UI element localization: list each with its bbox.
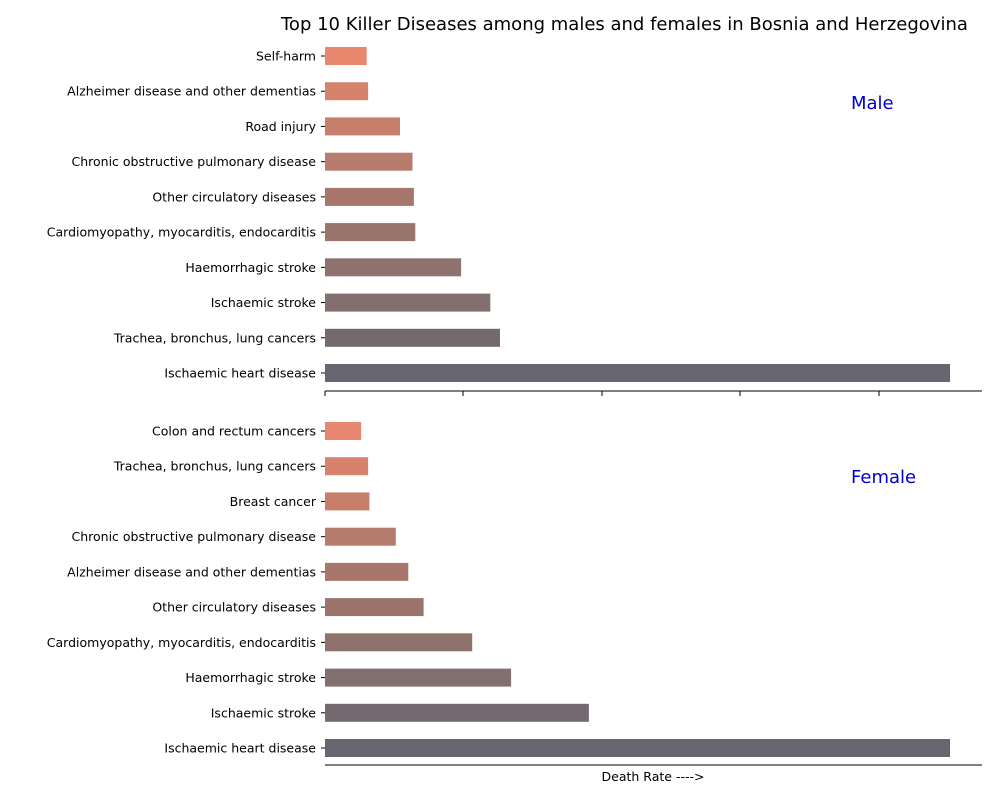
bar bbox=[325, 527, 396, 546]
y-tick-label: Ischaemic heart disease bbox=[164, 741, 316, 756]
bar bbox=[325, 328, 500, 347]
y-tick-label: Road injury bbox=[245, 119, 316, 134]
y-tick-label: Colon and rectum cancers bbox=[152, 424, 316, 439]
bar bbox=[325, 492, 370, 511]
bar bbox=[325, 703, 589, 722]
y-tick-label: Breast cancer bbox=[230, 494, 317, 509]
bar bbox=[325, 82, 369, 101]
bar bbox=[325, 364, 950, 382]
bar bbox=[325, 562, 409, 581]
panel-female: Ischaemic heart disease Ischaemic stroke H… bbox=[47, 422, 982, 766]
y-tick-label: Other circulatory diseases bbox=[152, 600, 316, 615]
panel-label: Male bbox=[851, 93, 894, 114]
y-tick-label: Chronic obstructive pulmonary disease bbox=[72, 154, 317, 169]
chart-title: Top 10 Killer Diseases among males and f… bbox=[280, 14, 968, 35]
y-tick-label: Trachea, bronchus, lung cancers bbox=[113, 330, 316, 345]
y-tick-label: Haemorrhagic stroke bbox=[185, 670, 316, 685]
x-axis-label: Death Rate ----> bbox=[602, 769, 705, 784]
chart-panels: Ischaemic heart disease Trachea, bronchus… bbox=[47, 47, 982, 766]
bar bbox=[325, 739, 950, 757]
bar bbox=[325, 152, 413, 171]
y-tick-label: Alzheimer disease and other dementias bbox=[67, 84, 316, 99]
y-tick-label: Ischaemic stroke bbox=[211, 705, 317, 720]
bar bbox=[325, 633, 473, 652]
y-tick-label: Alzheimer disease and other dementias bbox=[67, 564, 316, 579]
y-tick-label: Ischaemic heart disease bbox=[164, 366, 316, 381]
bar bbox=[325, 117, 400, 136]
bar bbox=[325, 422, 362, 440]
bar bbox=[325, 187, 414, 206]
y-tick-label: Self-harm bbox=[256, 49, 316, 64]
y-tick-label: Haemorrhagic stroke bbox=[185, 260, 316, 275]
y-tick-label: Cardiomyopathy, myocarditis, endocarditi… bbox=[47, 225, 316, 240]
bar bbox=[325, 457, 369, 476]
bar bbox=[325, 598, 424, 617]
y-tick-label: Ischaemic stroke bbox=[211, 295, 317, 310]
panel-male: Ischaemic heart disease Trachea, bronchus… bbox=[47, 47, 982, 396]
y-tick-label: Chronic obstructive pulmonary disease bbox=[72, 529, 317, 544]
bar bbox=[325, 47, 367, 65]
bar bbox=[325, 258, 462, 277]
bar bbox=[325, 668, 512, 687]
bar bbox=[325, 293, 491, 312]
y-tick-label: Other circulatory diseases bbox=[152, 189, 316, 204]
panel-label: Female bbox=[851, 467, 916, 488]
y-tick-label: Trachea, bronchus, lung cancers bbox=[113, 459, 316, 474]
bar bbox=[325, 223, 416, 242]
y-tick-label: Cardiomyopathy, myocarditis, endocarditi… bbox=[47, 635, 316, 650]
